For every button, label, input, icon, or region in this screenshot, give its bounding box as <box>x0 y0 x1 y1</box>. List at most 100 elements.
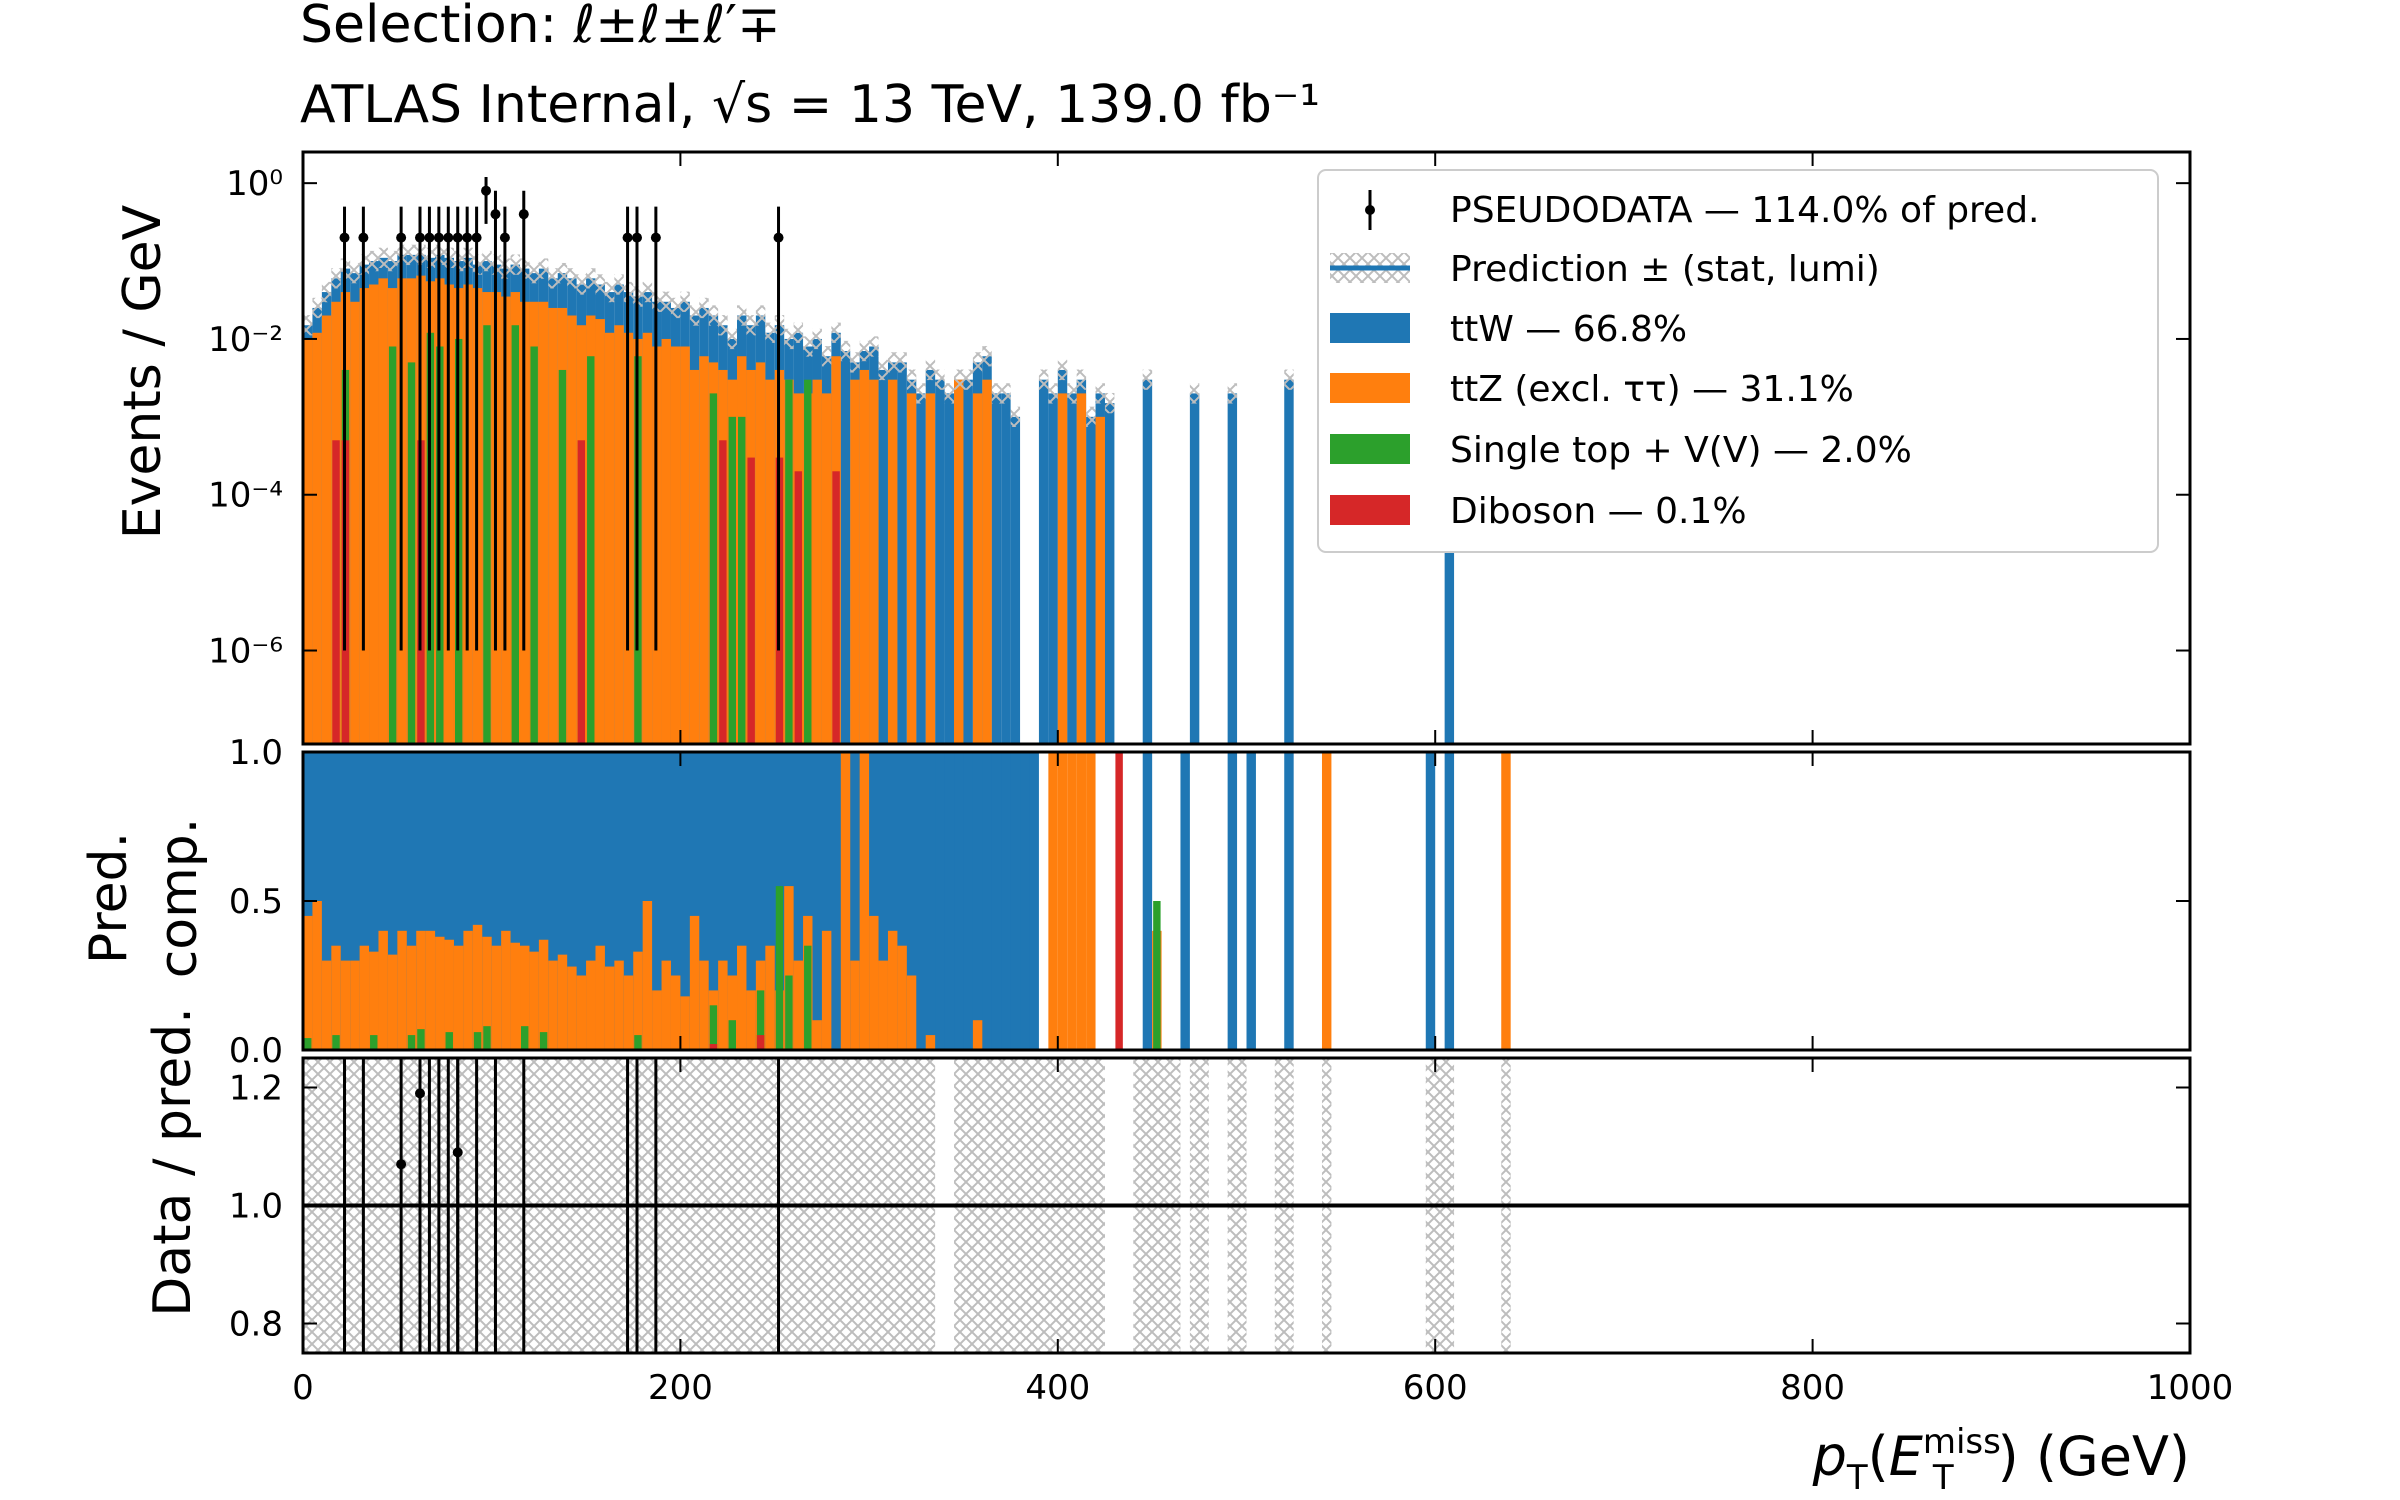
bar-ttw <box>963 379 973 744</box>
bar-ttz <box>350 301 360 744</box>
comp-ytick-label: 0.0 <box>229 1031 283 1071</box>
uncertainty-bin <box>387 250 398 272</box>
comp-bar-ttz <box>850 960 860 1050</box>
uncertainty-bin <box>548 268 558 289</box>
uncertainty-bin <box>925 359 936 381</box>
uncertainty-bin <box>718 315 728 336</box>
bar-ttz <box>378 278 388 744</box>
data-point <box>481 185 492 196</box>
bar-ttz <box>538 301 549 744</box>
composition-panel: 1.0 0.5 0.0 <box>229 733 2192 1071</box>
comp-bar-diboson <box>756 1035 765 1050</box>
bar-ttz <box>925 393 936 744</box>
bar-diboson <box>577 440 586 744</box>
uncertainty-bin <box>1010 406 1021 427</box>
x-label-E: E <box>1889 1425 1924 1488</box>
uncertainty-bin <box>991 383 1002 404</box>
uncertainty-bin <box>755 305 766 326</box>
data-point <box>471 232 482 243</box>
uncertainty-bin <box>1067 383 1077 404</box>
bar-ttz <box>661 338 671 744</box>
legend-label-single-top: Single top + V(V) — 2.0% <box>1450 430 1912 471</box>
comp-bar-ttz <box>425 930 436 1050</box>
uncertainty-bin <box>869 336 879 357</box>
uncertainty-bin <box>765 322 775 343</box>
ratio-ytick-label: 1.0 <box>229 1187 283 1227</box>
legend-swatch-diboson <box>1330 495 1410 525</box>
uncertainty-bin <box>604 281 615 303</box>
uncertainty-bin <box>972 352 983 373</box>
bar-ttz <box>689 369 700 744</box>
comp-bar-ttw <box>1010 752 1021 1050</box>
main-y-axis-label: Events / GeV <box>113 204 173 539</box>
bar-ttz <box>869 379 879 744</box>
uncertainty-bin <box>378 247 388 268</box>
bar-ttz <box>567 315 577 744</box>
comp-bar-ttz <box>906 975 917 1050</box>
bar-diboson <box>794 471 803 744</box>
comp-bar-ttw <box>963 752 973 1050</box>
comp-bar-ttz <box>350 960 360 1050</box>
uncertainty-bin <box>1227 383 1238 404</box>
comp-bar-single-top <box>483 1026 491 1050</box>
bar-ttz <box>1076 393 1087 744</box>
uncertainty-bin <box>510 254 521 275</box>
uncertainty-bin <box>331 268 341 289</box>
bar-ttw <box>1284 379 1294 744</box>
bar-ttw <box>935 379 945 744</box>
comp-bar-ttw <box>982 752 992 1050</box>
atlas-label: ATLAS Internal, √s = 13 TeV, 139.0 fb⁻¹ <box>300 75 1320 135</box>
bar-ttw <box>944 393 955 744</box>
uncertainty-bin <box>670 297 681 319</box>
bar-ttz <box>312 332 322 744</box>
uncertainty-bin <box>312 297 322 319</box>
comp-bar-ttz <box>557 954 568 1050</box>
x-label-sub-T2: T <box>1932 1458 1954 1498</box>
comp-bar-ttz <box>463 930 473 1050</box>
bar-ttz <box>303 338 313 744</box>
bar-single-top <box>407 362 416 744</box>
comp-bar-single-top <box>539 1032 548 1050</box>
uncertainty-bin <box>406 244 417 266</box>
comp-bar-ttw <box>1180 752 1190 1050</box>
comp-bar-single-top <box>1153 901 1161 1050</box>
comp-bar-ttw <box>1284 752 1294 1050</box>
data-point <box>622 232 633 243</box>
bar-ttw <box>1086 416 1096 744</box>
bar-ttw <box>1142 379 1153 744</box>
uncertainty-bin <box>661 291 671 312</box>
data-point <box>490 209 501 220</box>
bar-ttz <box>321 315 332 744</box>
comp-bar-ttz <box>567 966 577 1050</box>
bar-ttz <box>812 379 822 744</box>
comp-bar-ttz <box>321 960 332 1050</box>
bar-ttz <box>954 379 964 744</box>
comp-bar-ttz <box>472 924 483 1050</box>
legend-label-diboson: Diboson — 0.1% <box>1450 491 1747 532</box>
main-data-points <box>339 176 784 651</box>
uncertainty-bin <box>954 369 964 390</box>
data-point <box>631 232 642 243</box>
comp-bar-ttz <box>1076 752 1087 1050</box>
bar-ttz <box>369 284 379 744</box>
data-point <box>462 232 473 243</box>
data-point <box>339 232 350 243</box>
bar-single-top <box>511 325 520 744</box>
comp-bar-single-top <box>634 1035 642 1050</box>
ratio-data-points <box>343 1058 781 1353</box>
comp-bar-ttz <box>604 966 615 1050</box>
ratio-panel: 1.2 1.0 0.80 200 400 600 800 1000 <box>229 152 2233 1408</box>
uncertainty-bin <box>699 297 709 319</box>
uncertainty-bin <box>557 262 568 284</box>
xtick-label: 800 <box>1780 1368 1845 1408</box>
uncertainty-bin <box>963 369 973 390</box>
comp-bar-ttz <box>670 975 681 1050</box>
legend: PSEUDODATA — 114.0% of pred. Prediction … <box>1317 169 2159 553</box>
legend-swatch-ttw <box>1330 313 1410 343</box>
bar-ttw <box>1048 393 1058 744</box>
bar-single-top <box>558 369 567 744</box>
bar-ttw <box>878 369 888 744</box>
comp-bar-diboson <box>1115 752 1123 1050</box>
data-point <box>424 232 435 243</box>
